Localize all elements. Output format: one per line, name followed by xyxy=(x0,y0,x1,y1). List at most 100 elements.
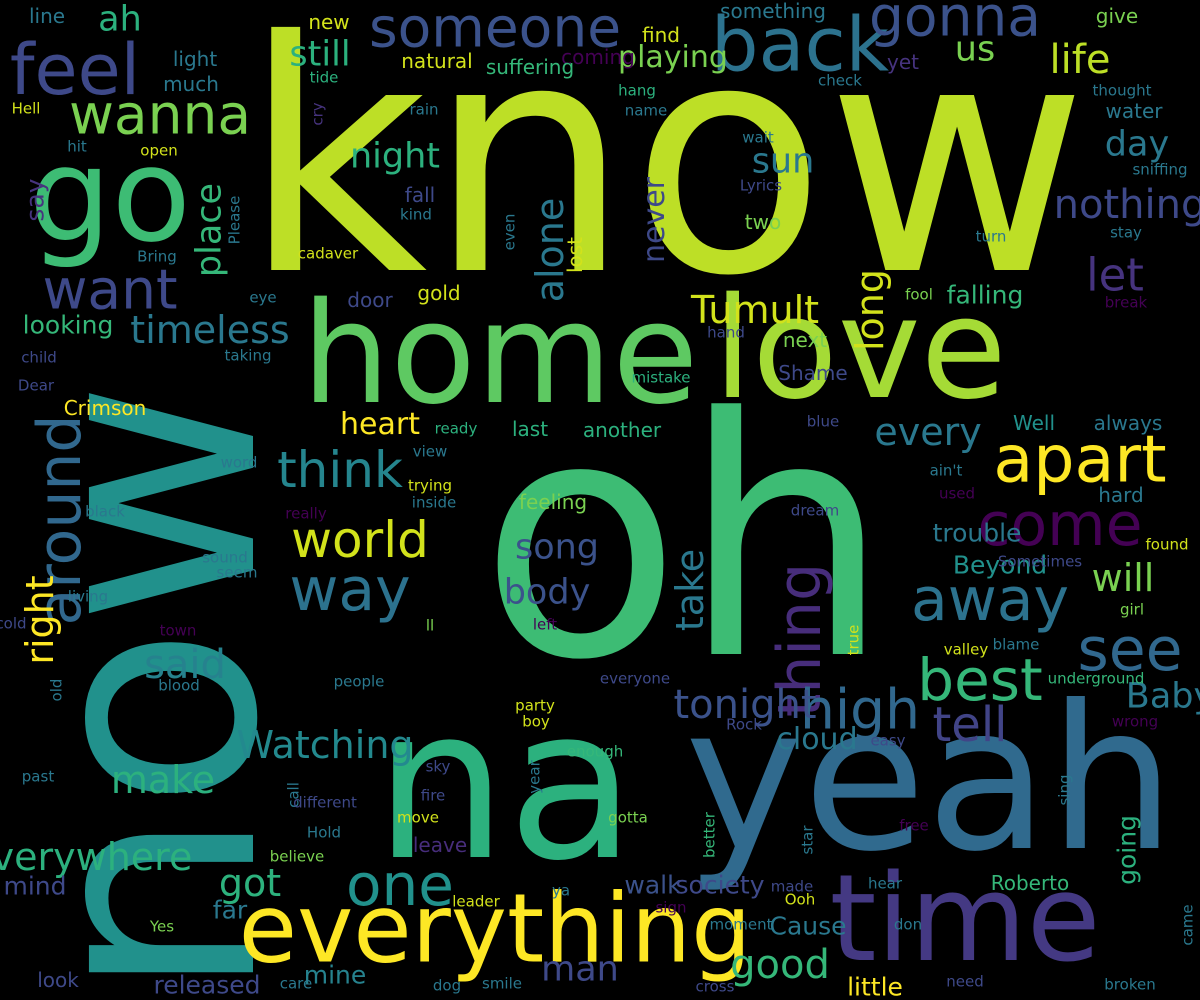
word-45: right xyxy=(18,575,62,665)
word-120: Please xyxy=(225,195,244,245)
word-161: underground xyxy=(1047,669,1145,688)
word-15: want xyxy=(42,257,178,322)
word-71: look xyxy=(37,968,79,992)
word-12: someone xyxy=(368,0,622,60)
word-13: gonna xyxy=(869,0,1041,49)
word-41: Watching xyxy=(236,723,414,767)
word-0: know xyxy=(242,0,1088,346)
word-34: tonight xyxy=(673,682,817,728)
word-83: Shame xyxy=(778,361,848,385)
word-32: Tumult xyxy=(690,288,820,332)
word-14: wanna xyxy=(68,82,252,147)
word-33: long xyxy=(848,268,892,352)
word-72: mine xyxy=(303,960,367,990)
word-47: nothing xyxy=(1053,182,1200,228)
word-20: see xyxy=(1077,615,1183,685)
word-105: thought xyxy=(1092,81,1152,100)
word-94: natural xyxy=(401,49,473,73)
word-38: Everywhere xyxy=(0,835,193,879)
word-39: said xyxy=(144,642,226,688)
word-61: playing xyxy=(618,40,728,75)
word-195: cross xyxy=(695,977,735,996)
word-149: girl xyxy=(1119,600,1145,619)
word-192: care xyxy=(279,974,313,993)
word-19: away xyxy=(910,565,1070,635)
word-165: wrong xyxy=(1111,712,1159,731)
word-95: find xyxy=(642,23,680,47)
word-62: falling xyxy=(946,280,1024,310)
word-106: water xyxy=(1105,99,1163,123)
word-84: door xyxy=(347,288,393,312)
word-88: Well xyxy=(1012,411,1056,435)
word-173: sing xyxy=(1055,774,1074,806)
word-104: check xyxy=(818,71,862,90)
word-131: Dear xyxy=(17,376,55,395)
word-155: valley xyxy=(943,640,989,659)
word-180: Hold xyxy=(306,823,342,842)
word-184: sign xyxy=(655,898,687,917)
word-176: move xyxy=(397,808,439,827)
word-138: trying xyxy=(407,476,453,495)
word-191: don xyxy=(893,915,923,934)
word-178: star xyxy=(798,825,817,855)
word-17: apart xyxy=(993,422,1167,498)
word-135: blue xyxy=(806,412,840,431)
word-25: high xyxy=(800,677,920,742)
word-102: much xyxy=(163,72,219,96)
word-57: man xyxy=(541,949,619,990)
word-53: sun xyxy=(751,141,815,182)
word-49: still xyxy=(289,34,351,75)
word-36: life xyxy=(1049,37,1111,83)
word-55: body xyxy=(503,572,591,613)
word-81: Crimson xyxy=(63,396,147,420)
word-121: Bring xyxy=(137,247,177,266)
word-129: child xyxy=(21,348,57,367)
word-118: even xyxy=(500,213,519,251)
word-175: fire xyxy=(420,786,446,805)
word-48: ah xyxy=(98,0,142,40)
word-98: something xyxy=(720,0,826,23)
word-169: sky xyxy=(425,757,451,776)
word-100: suffering xyxy=(485,55,575,79)
word-74: going xyxy=(1112,815,1142,885)
word-79: another xyxy=(582,418,662,442)
word-159: people xyxy=(333,672,385,691)
word-166: easy xyxy=(870,731,906,750)
word-133: ready xyxy=(434,419,478,438)
word-77: lost xyxy=(563,236,587,274)
word-115: sniffing xyxy=(1132,160,1188,179)
word-4: yeah xyxy=(684,663,1176,896)
word-148: living xyxy=(67,587,109,606)
word-112: hit xyxy=(67,137,87,156)
word-151: town xyxy=(159,621,197,640)
word-128: hand xyxy=(707,323,745,342)
word-119: two xyxy=(744,210,782,234)
word-97: line xyxy=(28,4,66,28)
word-30: make xyxy=(110,758,216,802)
word-113: open xyxy=(140,141,178,160)
word-63: say xyxy=(20,178,50,222)
word-68: far xyxy=(212,895,248,925)
word-147: Sometimes xyxy=(997,552,1083,571)
word-186: Ooh xyxy=(784,890,816,909)
word-183: leader xyxy=(452,892,500,911)
word-65: walk xyxy=(624,870,682,900)
word-43: every xyxy=(874,410,982,454)
word-90: feeling xyxy=(518,490,588,514)
word-125: fool xyxy=(905,285,933,304)
word-187: hear xyxy=(867,874,903,893)
word-141: black xyxy=(85,502,125,521)
word-190: moment xyxy=(709,915,773,934)
word-182: ya xyxy=(551,881,571,900)
word-196: need xyxy=(946,972,984,991)
word-170: enough xyxy=(566,742,624,761)
word-111: rain xyxy=(409,100,439,119)
word-107: hang xyxy=(618,81,656,100)
word-11: back xyxy=(710,0,890,89)
word-181: believe xyxy=(269,847,325,866)
word-145: sound xyxy=(202,548,248,567)
word-76: Beyond xyxy=(952,550,1048,580)
word-99: coming xyxy=(561,45,635,69)
word-109: Hell xyxy=(11,99,41,118)
word-143: dream xyxy=(790,501,840,520)
